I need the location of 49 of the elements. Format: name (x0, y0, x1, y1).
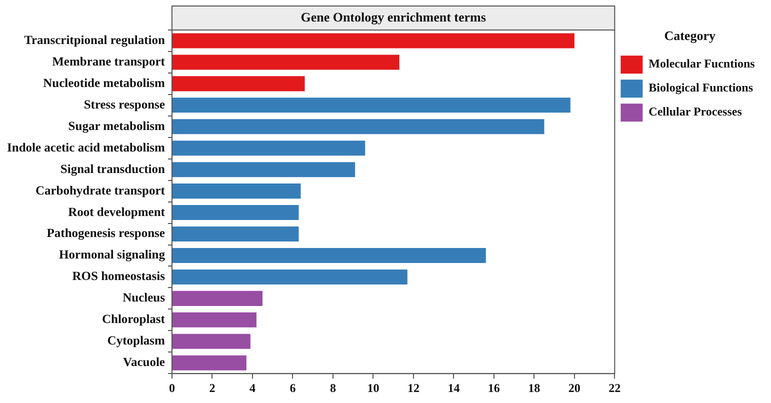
legend-title: Category (664, 28, 716, 43)
bar (172, 334, 250, 349)
bar (172, 355, 246, 370)
chart-title: Gene Ontology enrichment terms (300, 9, 486, 24)
y-tick-label: Transcritpional regulation (24, 32, 165, 47)
y-tick-label: Vacuole (123, 355, 166, 370)
bar (172, 119, 544, 134)
y-tick-label: Sugar metabolism (68, 118, 166, 133)
y-tick-label: Nucleotide metabolism (43, 76, 166, 90)
bar (172, 33, 574, 48)
legend-label: Molecular Fucntions (648, 56, 756, 71)
y-tick-label: Stress response (84, 97, 166, 112)
y-tick-label: Root development (68, 204, 166, 219)
y-tick-label: Cytoplasm (107, 334, 166, 348)
x-tick-label: 6 (290, 380, 296, 395)
bar (172, 162, 356, 178)
x-tick-label: 12 (407, 380, 420, 395)
x-tick-label: 20 (568, 380, 580, 395)
bar (172, 76, 305, 92)
bar (172, 312, 256, 328)
x-tick-label: 14 (448, 380, 460, 395)
bar (172, 54, 400, 70)
x-tick-label: 18 (528, 380, 540, 395)
bar (172, 269, 408, 284)
bar (172, 98, 570, 113)
bar (172, 205, 299, 220)
y-tick-label: Pathogenesis response (46, 226, 166, 240)
y-tick-label: Membrane transport (52, 54, 166, 68)
bar (172, 226, 299, 242)
bar (172, 290, 263, 306)
bar (172, 248, 486, 264)
x-tick-label: 4 (249, 380, 256, 395)
y-tick-label: Indole acetic acid metabolism (6, 140, 166, 154)
x-tick-label: 2 (209, 380, 216, 395)
y-tick-label: Nucleus (122, 290, 166, 305)
x-tick-label: 0 (168, 380, 175, 395)
y-tick-label: ROS homeostasis (72, 269, 166, 284)
legend-label: Biological Functions (648, 80, 754, 95)
bar (172, 140, 366, 156)
y-tick-label: Hormonal signaling (59, 248, 166, 262)
x-tick-label: 22 (608, 380, 621, 395)
x-tick-label: 10 (367, 380, 380, 395)
y-tick-label: Carbohydrate transport (35, 183, 166, 198)
y-tick-label: Signal transduction (60, 162, 166, 176)
legend-label: Cellular Processes (648, 104, 742, 119)
x-tick-label: 16 (488, 380, 500, 395)
x-tick-label: 8 (330, 380, 336, 395)
y-tick-label: Chloroplast (102, 312, 166, 326)
bar (172, 184, 301, 199)
